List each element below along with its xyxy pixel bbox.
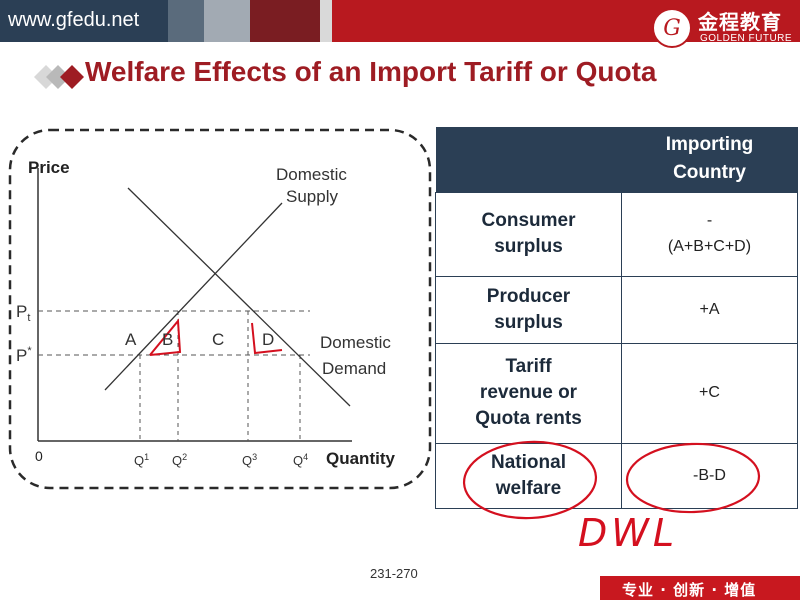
table-row: Producer surplus +A (435, 275, 798, 344)
y-axis-label: Price (28, 158, 70, 177)
demand-label-line2: Demand (322, 359, 386, 378)
logo-name-en: GOLDEN FUTURE (700, 33, 793, 44)
header-stripe (320, 0, 332, 42)
table-header-blank (435, 127, 622, 192)
area-d-highlight (251, 322, 283, 355)
header-stripe (332, 0, 800, 42)
header-stripe (204, 0, 250, 42)
domestic-supply-curve (104, 202, 283, 391)
origin-label: 0 (35, 448, 43, 464)
graph-frame (8, 128, 432, 490)
title-diamond-icon (34, 65, 84, 89)
footer-slogan: 专业 · 创新 · 增值 (622, 581, 757, 599)
area-c-label: C (212, 330, 224, 349)
demand-label-line1: Domestic (320, 333, 391, 352)
row-label-tariff-revenue: Tariff revenue or Quota rents (435, 342, 622, 444)
area-b-highlight (149, 318, 182, 356)
url-banner: www.gfedu.net (0, 0, 168, 42)
area-d-label: D (262, 330, 274, 349)
row-value-tariff-revenue: +C (621, 342, 798, 444)
welfare-effects-table: Importing Country Consumer surplus - (A+… (435, 127, 798, 509)
supply-label-line1: Domestic (276, 165, 347, 184)
table-header-row: Importing Country (435, 127, 798, 192)
table-header-importing-country: Importing Country (621, 127, 798, 192)
supply-label-line2: Supply (286, 187, 338, 206)
header-bar: www.gfedu.net G 金程教育 GOLDEN FUTURE (0, 0, 800, 48)
area-b-label: B (162, 330, 173, 349)
logo-name-cn: 金程教育 (698, 12, 782, 34)
row-label-producer-surplus: Producer surplus (435, 275, 622, 344)
area-a-label: A (125, 330, 137, 349)
x-axis-label: Quantity (326, 449, 395, 468)
footer-slogan-banner: 专业 · 创新 · 增值 (600, 576, 800, 600)
header-stripe (250, 0, 320, 42)
row-value-producer-surplus: +A (621, 275, 798, 344)
row-value-national-welfare: -B-D (621, 442, 798, 509)
supply-demand-graph: Price Quantity 0 Domestic Supply Domesti… (8, 128, 432, 490)
q3-label: Q3 (242, 452, 257, 468)
dwl-handwriting: DWL (578, 511, 678, 555)
brand-logo: G 金程教育 GOLDEN FUTURE (650, 4, 800, 52)
header-stripe (168, 0, 204, 42)
table-row: National welfare -B-D (435, 442, 798, 509)
pt-label: Pt (16, 302, 30, 324)
row-label-national-welfare: National welfare (435, 442, 622, 509)
q4-label: Q4 (293, 452, 308, 468)
row-value-consumer-surplus: - (A+B+C+D) (621, 191, 798, 277)
table-row: Tariff revenue or Quota rents +C (435, 342, 798, 444)
slide-title: Welfare Effects of an Import Tariff or Q… (85, 56, 657, 87)
page-number: 231-270 (370, 566, 418, 581)
row-label-consumer-surplus: Consumer surplus (435, 191, 622, 277)
site-url: www.gfedu.net (8, 9, 140, 31)
table-row: Consumer surplus - (A+B+C+D) (435, 191, 798, 277)
logo-emblem-icon: G (652, 8, 692, 48)
pstar-label: P* (16, 345, 32, 365)
q2-label: Q2 (172, 452, 187, 468)
q1-label: Q1 (134, 452, 149, 468)
domestic-demand-curve (127, 187, 351, 407)
